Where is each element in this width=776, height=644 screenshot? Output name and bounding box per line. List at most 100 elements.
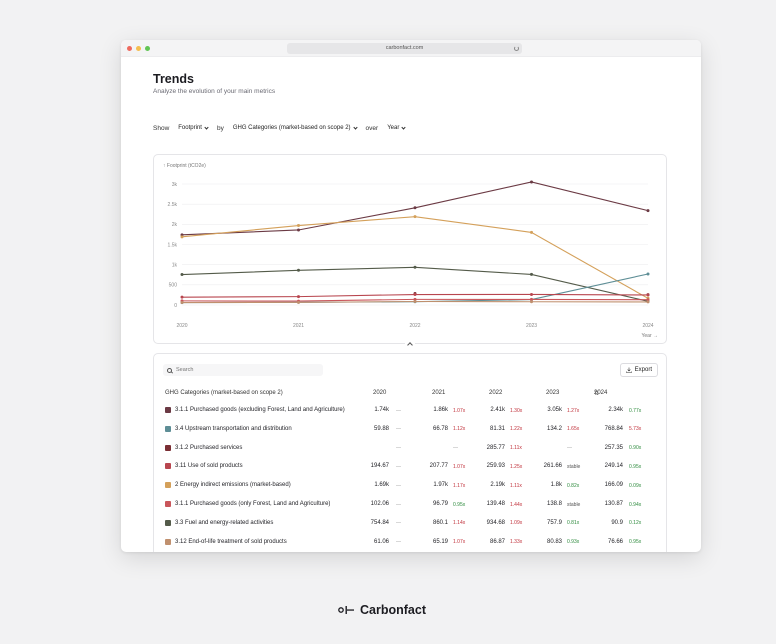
category-column-header[interactable]: GHG Categories (market-based on scope 2) (165, 390, 283, 396)
cell-change: — (396, 463, 401, 470)
browser-titlebar: carbonfact.com (121, 40, 701, 57)
year-column-header[interactable]: ⇅ 2024 (594, 390, 607, 397)
table-row[interactable]: 2 Energy indirect emissions (market-base… (165, 480, 661, 492)
brand-name: Carbonfact (360, 603, 426, 617)
cell-value: 80.83 (546, 538, 562, 545)
cell-value: 1.86k (433, 407, 448, 413)
category-name: 3.12 End-of-life treatment of sold produ… (175, 538, 287, 545)
cell-change: 0.81x (567, 520, 580, 527)
x-axis-label: Year → (642, 333, 659, 339)
cell-value: 102.06 (370, 501, 389, 507)
category-name: 3.1.1 Purchased goods (excluding Forest,… (175, 407, 345, 413)
data-point (413, 299, 417, 303)
search-box[interactable] (163, 364, 323, 376)
cell-change: 0.95x (629, 539, 642, 546)
cell-value: 194.67 (370, 463, 389, 470)
close-window-button[interactable] (127, 46, 132, 51)
data-point (297, 228, 300, 232)
year-column-header[interactable]: 2022 (489, 390, 502, 396)
cell-change: — (396, 426, 401, 433)
y-tick-label: 1k (172, 262, 178, 268)
cell-value: 2.34k (608, 407, 623, 413)
table-row[interactable]: 3.1.1 Purchased goods (excluding Forest,… (165, 405, 661, 417)
page-subtitle: Analyze the evolution of your main metri… (153, 88, 276, 95)
data-point (180, 295, 184, 299)
maximize-window-button[interactable] (145, 46, 150, 51)
y-tick-label: 2.5k (168, 202, 178, 208)
collapse-chart-button[interactable] (405, 340, 415, 348)
cell-change: 0.93x (567, 539, 580, 546)
cell-value: 130.87 (604, 501, 623, 507)
y-tick-label: 2k (172, 222, 178, 228)
year-column-header[interactable]: 2023 (546, 390, 559, 396)
data-point (413, 215, 417, 219)
data-point (413, 297, 417, 301)
category-name: 3.1.1 Purchased goods (only Forest, Land… (175, 501, 331, 507)
address-bar[interactable]: carbonfact.com (287, 43, 522, 54)
group-by-select[interactable]: GHG Categories (market-based on scope 2) (229, 122, 361, 134)
cell-change: — (396, 445, 401, 452)
over-label: over (365, 124, 379, 132)
page-content: Trends Analyze the evolution of your mai… (121, 57, 701, 552)
year-column-header[interactable]: 2021 (432, 390, 445, 396)
category-color-swatch (165, 501, 171, 507)
series-line (181, 266, 649, 302)
cell-value: 768.84 (604, 425, 623, 432)
cell-value: 138.8 (546, 501, 562, 507)
table-row[interactable]: 3.4 Upstream transportation and distribu… (165, 424, 661, 436)
cell-value: 757.9 (546, 519, 562, 526)
cell-change: 0.82x (567, 482, 580, 489)
data-point (297, 295, 300, 299)
year-column-label: 2023 (546, 390, 560, 396)
metric-select-value: Footprint (178, 125, 202, 131)
sort-descending-icon[interactable]: ⇅ (594, 391, 600, 397)
data-point (646, 272, 650, 276)
reload-icon[interactable] (514, 46, 519, 51)
search-input[interactable] (176, 367, 316, 373)
cell-change: 1.17x (453, 482, 466, 489)
year-column-label: 2022 (489, 390, 503, 396)
cell-change: 0.12x (629, 520, 642, 527)
cell-value: 3.05k (547, 407, 562, 413)
period-select[interactable]: Year (383, 122, 409, 134)
x-tick-label: 2020 (176, 323, 187, 329)
cell-value: 86.87 (489, 538, 505, 545)
minimize-window-button[interactable] (136, 46, 141, 51)
table-row[interactable]: 3.3 Fuel and energy-related activities 75… (165, 518, 661, 530)
cell-change: 0.09x (629, 482, 642, 489)
by-label: by (216, 124, 224, 132)
cell-value: 261.66 (543, 463, 562, 470)
cell-change: 1.12x (453, 426, 466, 433)
metric-select[interactable]: Footprint (174, 122, 212, 134)
category-name: 3.4 Upstream transportation and distribu… (175, 425, 292, 432)
data-point (180, 273, 184, 277)
export-button[interactable]: Export (619, 363, 658, 377)
data-point (646, 298, 650, 302)
y-tick-label: 500 (169, 283, 178, 289)
series-line (181, 216, 649, 299)
cell-change: 0.95x (453, 501, 466, 508)
cell-change: stable (567, 501, 581, 508)
cell-value: 96.79 (432, 501, 448, 507)
x-tick-label: 2021 (293, 323, 304, 329)
cell-change: 1.33x (510, 539, 523, 546)
year-column-header[interactable]: 2020 (373, 390, 386, 396)
cell-change: 1.07x (453, 407, 466, 414)
category-name: 3.1.2 Purchased services (175, 444, 243, 451)
cell-change: — (396, 482, 401, 489)
table-row[interactable]: 3.1.1 Purchased goods (only Forest, Land… (165, 499, 661, 511)
cell-value: 934.68 (486, 519, 505, 526)
chevron-down-icon (352, 124, 358, 130)
chevron-down-icon (401, 124, 406, 130)
cell-change: 1.07x (453, 539, 466, 546)
category-name: 3.11 Use of sold products (175, 463, 243, 470)
y-tick-label: 0 (174, 303, 177, 309)
cell-change: 1.44x (510, 501, 523, 508)
cell-change: 1.65x (567, 426, 580, 433)
table-row[interactable]: 3.11 Use of sold products 194.67 — 207.77 1.… (165, 461, 661, 473)
cell-change: 0.95x (629, 463, 642, 470)
x-tick-label: 2024 (642, 323, 653, 329)
table-row[interactable]: 3.1.2 Purchased services — — 285.77 1.11x — 25… (165, 443, 661, 455)
category-color-swatch (165, 519, 171, 526)
table-row[interactable]: 3.12 End-of-life treatment of sold produ… (165, 537, 661, 549)
